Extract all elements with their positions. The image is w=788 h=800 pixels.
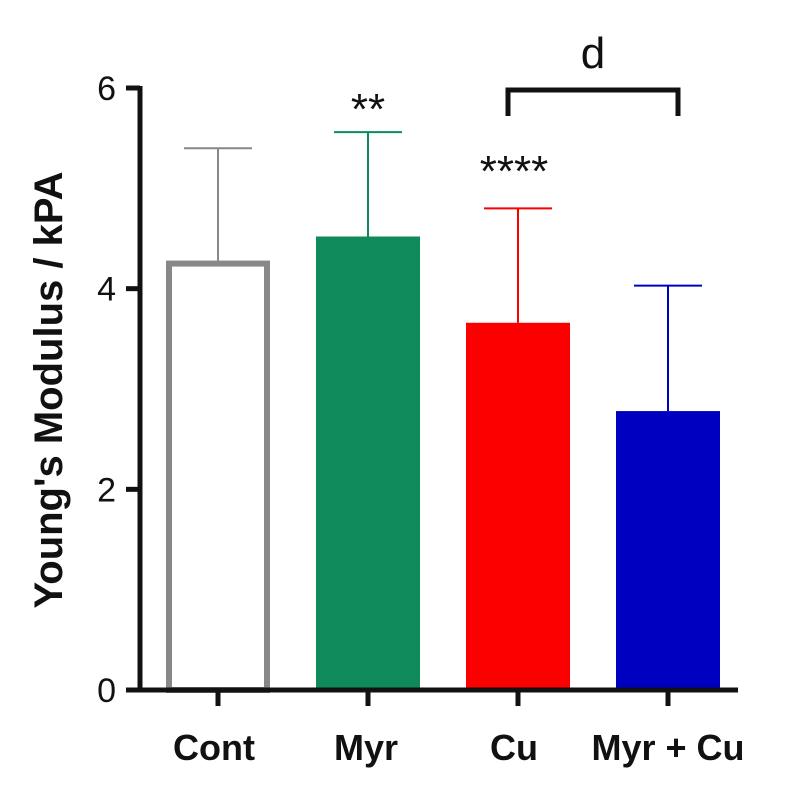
labels: 0 2 4 6 Cont Myr Cu Myr + Cu Young's Modulus / k… [27, 70, 745, 768]
y-tick-label: 4 [97, 271, 116, 309]
x-tick-label: Myr [334, 727, 398, 768]
x-tick-label: Myr + Cu [591, 727, 744, 768]
comparison-bracket [505, 87, 681, 116]
y-tick-label: 2 [97, 471, 116, 509]
x-tick-label: Cont [173, 727, 255, 768]
bracket-label: d [581, 29, 605, 78]
y-axis-title: Young's Modulus / kPA [27, 172, 71, 609]
y-tick-label: 0 [97, 672, 116, 710]
bar-myr [316, 236, 420, 690]
bar-cont [166, 260, 270, 693]
significance-label: **** [480, 147, 549, 196]
bar-cu [466, 322, 570, 690]
bar-myr-cu [616, 411, 720, 690]
bars [166, 236, 720, 693]
annotations: ******d [351, 29, 681, 196]
error-bars [184, 131, 702, 412]
x-tick-label: Cu [490, 727, 538, 768]
significance-label: ** [351, 85, 385, 134]
y-tick-label: 6 [97, 70, 116, 108]
axes [126, 85, 738, 706]
